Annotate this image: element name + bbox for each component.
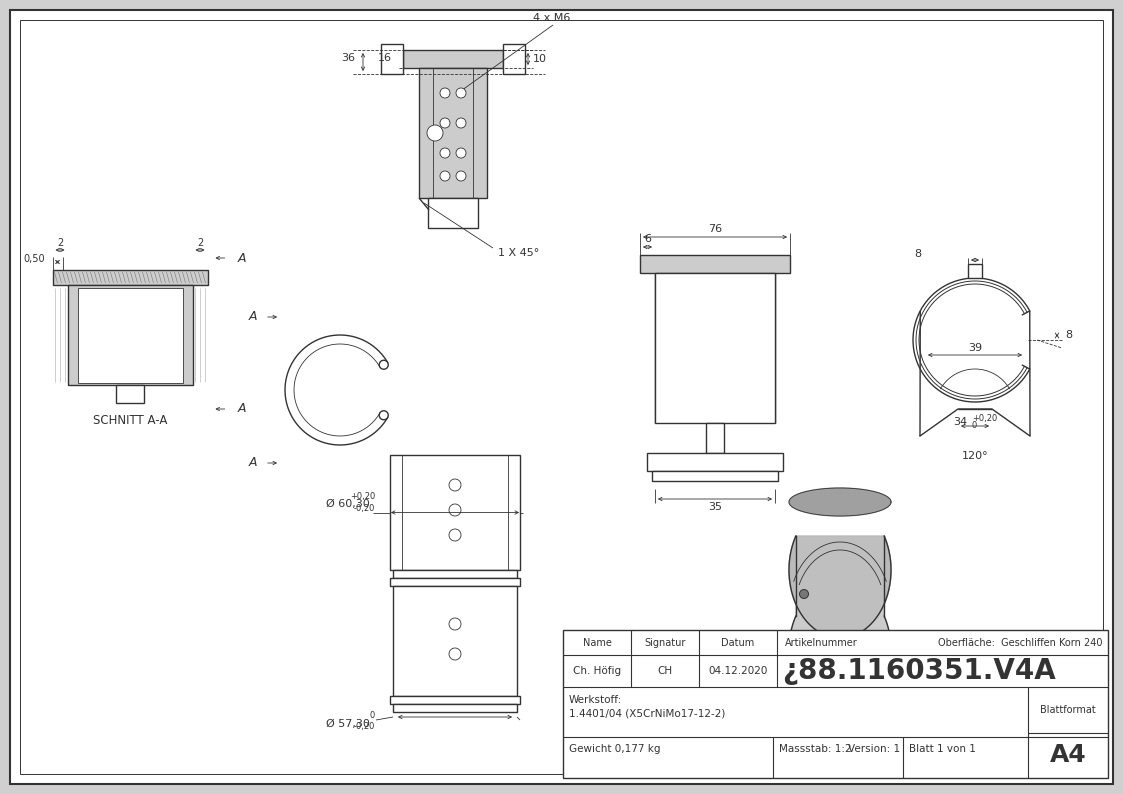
- Bar: [393, 704, 517, 712]
- Text: 16: 16: [378, 53, 392, 63]
- Text: 120°: 120°: [961, 451, 988, 461]
- Bar: [403, 50, 503, 68]
- Bar: [381, 44, 403, 74]
- Bar: [393, 570, 517, 578]
- Text: Werkstoff:: Werkstoff:: [569, 695, 622, 705]
- Bar: [652, 471, 778, 481]
- Bar: [390, 578, 520, 586]
- Text: Signatur: Signatur: [645, 638, 686, 647]
- Circle shape: [456, 118, 466, 128]
- Bar: [390, 696, 520, 704]
- Bar: [655, 273, 775, 423]
- Text: 2: 2: [197, 238, 203, 248]
- Text: Blatt 1 von 1: Blatt 1 von 1: [909, 745, 976, 754]
- Text: Ch. Höfig: Ch. Höfig: [573, 666, 621, 676]
- Circle shape: [853, 631, 862, 640]
- Text: 0,50: 0,50: [24, 254, 45, 264]
- Text: 39: 39: [968, 343, 982, 353]
- Bar: [390, 455, 520, 570]
- Circle shape: [449, 648, 462, 660]
- Text: Ø 60,30: Ø 60,30: [327, 499, 369, 508]
- Circle shape: [449, 529, 462, 541]
- Bar: [419, 68, 487, 198]
- Bar: [563, 630, 1108, 778]
- Text: 36: 36: [341, 53, 355, 63]
- Text: 8: 8: [1066, 330, 1072, 341]
- Circle shape: [456, 171, 466, 181]
- Polygon shape: [789, 488, 891, 516]
- Circle shape: [449, 504, 462, 516]
- Polygon shape: [789, 536, 891, 718]
- Text: A: A: [237, 252, 246, 264]
- Text: Gewicht 0,177 kg: Gewicht 0,177 kg: [569, 745, 660, 754]
- Circle shape: [449, 479, 462, 491]
- Circle shape: [456, 88, 466, 98]
- Text: Version: 1: Version: 1: [848, 745, 901, 754]
- Bar: [968, 264, 982, 278]
- Text: 2: 2: [57, 238, 63, 248]
- Text: Ø 57,30: Ø 57,30: [326, 719, 369, 729]
- Circle shape: [449, 618, 462, 630]
- Text: Massstab: 1:2: Massstab: 1:2: [779, 745, 851, 754]
- Bar: [116, 385, 144, 403]
- Circle shape: [818, 631, 827, 640]
- Text: A4: A4: [1050, 743, 1086, 767]
- Text: 1 X 45°: 1 X 45°: [497, 248, 539, 258]
- Text: +0,20: +0,20: [349, 492, 375, 501]
- Text: A: A: [248, 310, 257, 323]
- Text: 4 x M6: 4 x M6: [533, 13, 570, 23]
- Circle shape: [380, 410, 389, 420]
- Bar: [640, 255, 789, 273]
- Bar: [77, 288, 183, 383]
- Circle shape: [440, 148, 450, 158]
- Text: Datum: Datum: [721, 638, 755, 647]
- Text: 76: 76: [707, 224, 722, 234]
- Text: -0,20: -0,20: [354, 723, 375, 731]
- Text: A: A: [248, 457, 257, 469]
- Bar: [647, 453, 783, 471]
- Bar: [67, 285, 192, 385]
- Text: 6: 6: [643, 234, 651, 244]
- Circle shape: [800, 589, 809, 599]
- Bar: [706, 423, 724, 453]
- Text: Artikelnummer: Artikelnummer: [785, 638, 858, 647]
- Text: 0: 0: [369, 711, 375, 720]
- Text: SCHNITT A-A: SCHNITT A-A: [93, 414, 167, 427]
- Text: 34: 34: [953, 417, 967, 427]
- Bar: [393, 586, 517, 696]
- Text: -0,20: -0,20: [354, 504, 375, 513]
- Text: ¿88.1160351.V4A: ¿88.1160351.V4A: [782, 657, 1056, 685]
- Text: CH: CH: [657, 666, 673, 676]
- Text: Name: Name: [583, 638, 611, 647]
- Text: 8: 8: [914, 249, 922, 259]
- Circle shape: [440, 118, 450, 128]
- Circle shape: [440, 88, 450, 98]
- Bar: [53, 270, 208, 285]
- Text: 04.12.2020: 04.12.2020: [709, 666, 768, 676]
- Text: Oberfläche:  Geschliffen Korn 240: Oberfläche: Geschliffen Korn 240: [938, 638, 1102, 647]
- Bar: [503, 44, 524, 74]
- Circle shape: [427, 125, 442, 141]
- Text: 0: 0: [973, 422, 977, 430]
- Text: 1.4401/04 (X5CrNiMo17-12-2): 1.4401/04 (X5CrNiMo17-12-2): [569, 709, 725, 719]
- Circle shape: [456, 148, 466, 158]
- Text: 10: 10: [533, 54, 547, 64]
- Text: 35: 35: [707, 502, 722, 512]
- Text: A: A: [237, 403, 246, 415]
- Circle shape: [440, 171, 450, 181]
- Bar: [428, 198, 478, 228]
- Text: +0,20: +0,20: [973, 414, 997, 422]
- Polygon shape: [789, 536, 891, 638]
- Text: Blattformat: Blattformat: [1040, 705, 1096, 715]
- Circle shape: [380, 360, 389, 369]
